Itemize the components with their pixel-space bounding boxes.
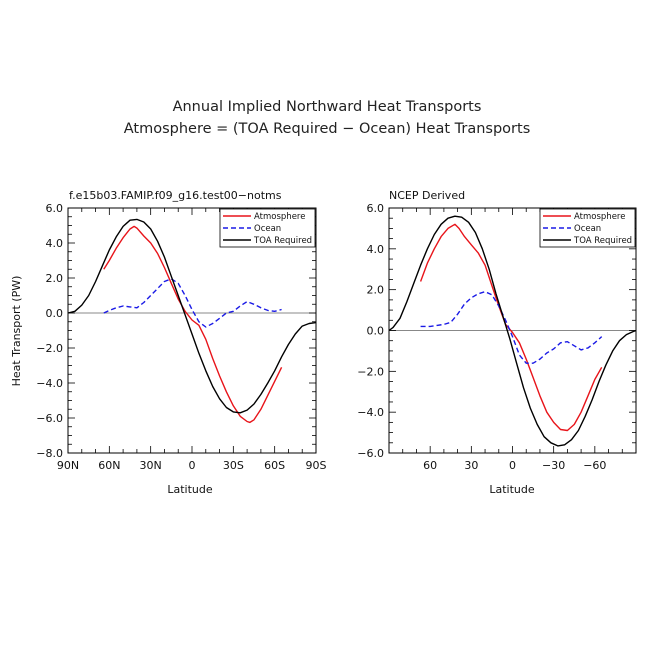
left-legend-label: Atmosphere [254, 212, 305, 222]
figure-title-line2: Atmosphere = (TOA Required − Ocean) Heat… [124, 121, 531, 137]
left-subtitle: f.e15b03.FAMIP.f09_g16.test00−notms [69, 189, 282, 202]
right-ytick-label: −2.0 [357, 365, 384, 378]
left-xtick-label: 90S [306, 459, 327, 472]
right-xtick-label: 0 [509, 459, 516, 472]
left-xtick-label: 60N [98, 459, 120, 472]
right-ytick-label: 2.0 [367, 284, 385, 297]
left-xtick-label: 30N [140, 459, 162, 472]
left-series-atmosphere [103, 225, 283, 424]
left-ytick-label: 4.0 [46, 237, 64, 250]
left-ytick-label: −4.0 [36, 377, 63, 390]
right-ytick-label: −6.0 [357, 447, 384, 460]
right-ytick-label: 6.0 [367, 202, 385, 215]
right-subtitle: NCEP Derived [389, 189, 465, 202]
left-ytick-label: −2.0 [36, 342, 63, 355]
right-ytick-label: 0.0 [367, 325, 385, 338]
right-series-atmosphere [419, 223, 603, 432]
left-xtick-label: 60S [264, 459, 285, 472]
left-ytick-label: 2.0 [46, 272, 64, 285]
right-series-ocean [420, 291, 603, 364]
right-ytick-label: −4.0 [357, 406, 384, 419]
left-ytick-label: 6.0 [46, 202, 64, 215]
right-legend-label: Ocean [574, 224, 601, 234]
right-xtick-label: 60 [423, 459, 437, 472]
right-series-toa-required [388, 215, 637, 447]
left-xtick-label: 30S [223, 459, 244, 472]
figure-title-line1: Annual Implied Northward Heat Transports [173, 99, 482, 115]
right-legend-label: TOA Required [573, 236, 632, 246]
left-xlabel: Latitude [167, 483, 213, 496]
left-series-toa-required [67, 218, 317, 414]
left-ytick-label: −8.0 [36, 447, 63, 460]
left-ytick-label: −6.0 [36, 412, 63, 425]
left-legend-label: Ocean [254, 224, 281, 234]
left-series-ocean [103, 278, 282, 328]
left-ytick-label: 0.0 [46, 307, 64, 320]
left-xtick-label: 0 [189, 459, 196, 472]
left-panel: f.e15b03.FAMIP.f09_g16.test00−notms Lati… [10, 189, 327, 496]
left-ylabel: Heat Transport (PW) [10, 276, 23, 387]
right-ytick-label: 4.0 [367, 243, 385, 256]
right-xtick-label: −60 [583, 459, 606, 472]
right-xtick-label: −30 [542, 459, 565, 472]
right-xtick-label: 30 [464, 459, 478, 472]
left-legend-label: TOA Required [253, 236, 312, 246]
left-xtick-label: 90N [57, 459, 79, 472]
right-xlabel: Latitude [489, 483, 535, 496]
right-legend-label: Atmosphere [574, 212, 625, 222]
right-panel: NCEP Derived Latitude 6.0 4.0 2.0 0.0 −2.0 −4… [357, 189, 637, 496]
